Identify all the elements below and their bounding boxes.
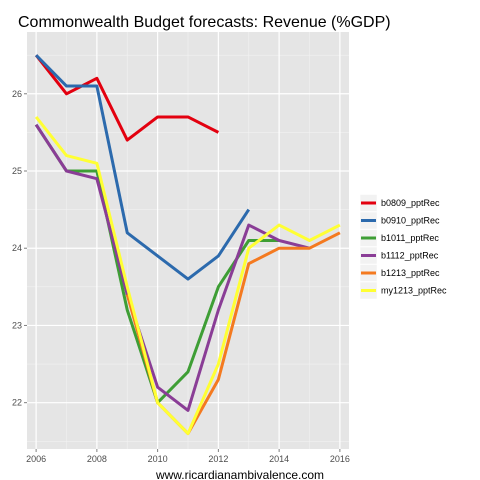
y-tick-label: 25 bbox=[12, 166, 22, 176]
x-tick-label: 2016 bbox=[330, 454, 350, 464]
x-tick-label: 2010 bbox=[148, 454, 168, 464]
legend-label: b1213_pptRec bbox=[381, 268, 440, 278]
series-lines bbox=[34, 54, 341, 436]
y-tick-label: 26 bbox=[12, 89, 22, 99]
legend: b0809_pptRec b0910_pptRec b1011_pptRec b111… bbox=[359, 194, 447, 300]
x-tick-label: 2012 bbox=[208, 454, 228, 464]
x-axis-label: www.ricardianambivalence.com bbox=[155, 468, 324, 480]
legend-label: b0910_pptRec bbox=[381, 216, 440, 226]
series-line-my1213_pptRec bbox=[34, 116, 341, 436]
x-tick-label: 2008 bbox=[87, 454, 107, 464]
y-tick-label: 22 bbox=[12, 398, 22, 408]
legend-label: my1213_pptRec bbox=[381, 286, 447, 296]
y-tick-label: 24 bbox=[12, 243, 22, 253]
legend-label: b1011_pptRec bbox=[381, 233, 439, 243]
x-tick-label: 2006 bbox=[26, 454, 46, 464]
y-tick-label: 23 bbox=[12, 320, 22, 330]
series-line-b1112_pptRec bbox=[34, 123, 310, 412]
legend-label: b1112_pptRec bbox=[381, 251, 439, 261]
series-line-b0809_pptRec bbox=[34, 54, 220, 142]
legend-label: b0809_pptRec bbox=[381, 198, 440, 208]
axes: 2006 2008 2010 2012 2014 2016 22 23 24 25 26 bbox=[12, 89, 350, 464]
chart-title: Commonwealth Budget forecasts: Revenue (… bbox=[18, 14, 391, 31]
x-tick-label: 2014 bbox=[269, 454, 289, 464]
series-line-b0910_pptRec bbox=[35, 54, 251, 281]
